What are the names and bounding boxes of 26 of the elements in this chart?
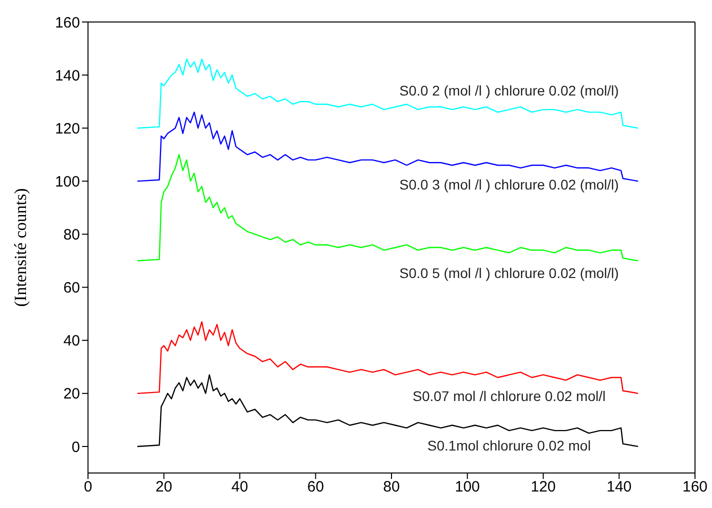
x-tick-label: 60 [307, 478, 324, 496]
x-tick-label: 160 [682, 478, 708, 496]
series-label: S0.1mol chlorure 0.02 mol [427, 438, 591, 454]
y-tick-label: 40 [63, 332, 80, 350]
y-tick-label: 120 [54, 120, 80, 138]
x-tick-label: 140 [606, 478, 632, 496]
y-tick-label: 160 [54, 14, 80, 32]
line-series [136, 154, 639, 262]
line-series [136, 58, 639, 129]
y-tick-label: 20 [63, 386, 80, 403]
series-label: S0.07 mol /l chlorure 0.02 mol/l [412, 388, 606, 404]
series-label: S0.0 5 (mol /l ) chlorure 0.02 (mol/l) [399, 264, 619, 281]
y-tick-label: 0 [72, 438, 80, 456]
y-tick-label: 140 [54, 67, 80, 84]
y-tick-label: 100 [54, 174, 80, 190]
y-axis-title: (Intensité counts) [11, 188, 30, 307]
y-tick-label: 60 [63, 280, 80, 297]
x-tick-label: 0 [84, 478, 92, 496]
series-label: S0.0 2 (mol /l ) chlorure 0.02 (mol/l) [399, 82, 619, 99]
x-tick-label: 80 [383, 478, 400, 496]
x-tick-label: 120 [530, 478, 556, 496]
x-tick-label: 40 [231, 478, 248, 496]
y-tick-label: 80 [63, 226, 80, 244]
series-label: S0.0 3 (mol /l ) chlorure 0.02 (mol/l) [399, 176, 619, 192]
x-tick-label: 20 [156, 478, 172, 496]
x-tick-label: 100 [454, 478, 480, 496]
